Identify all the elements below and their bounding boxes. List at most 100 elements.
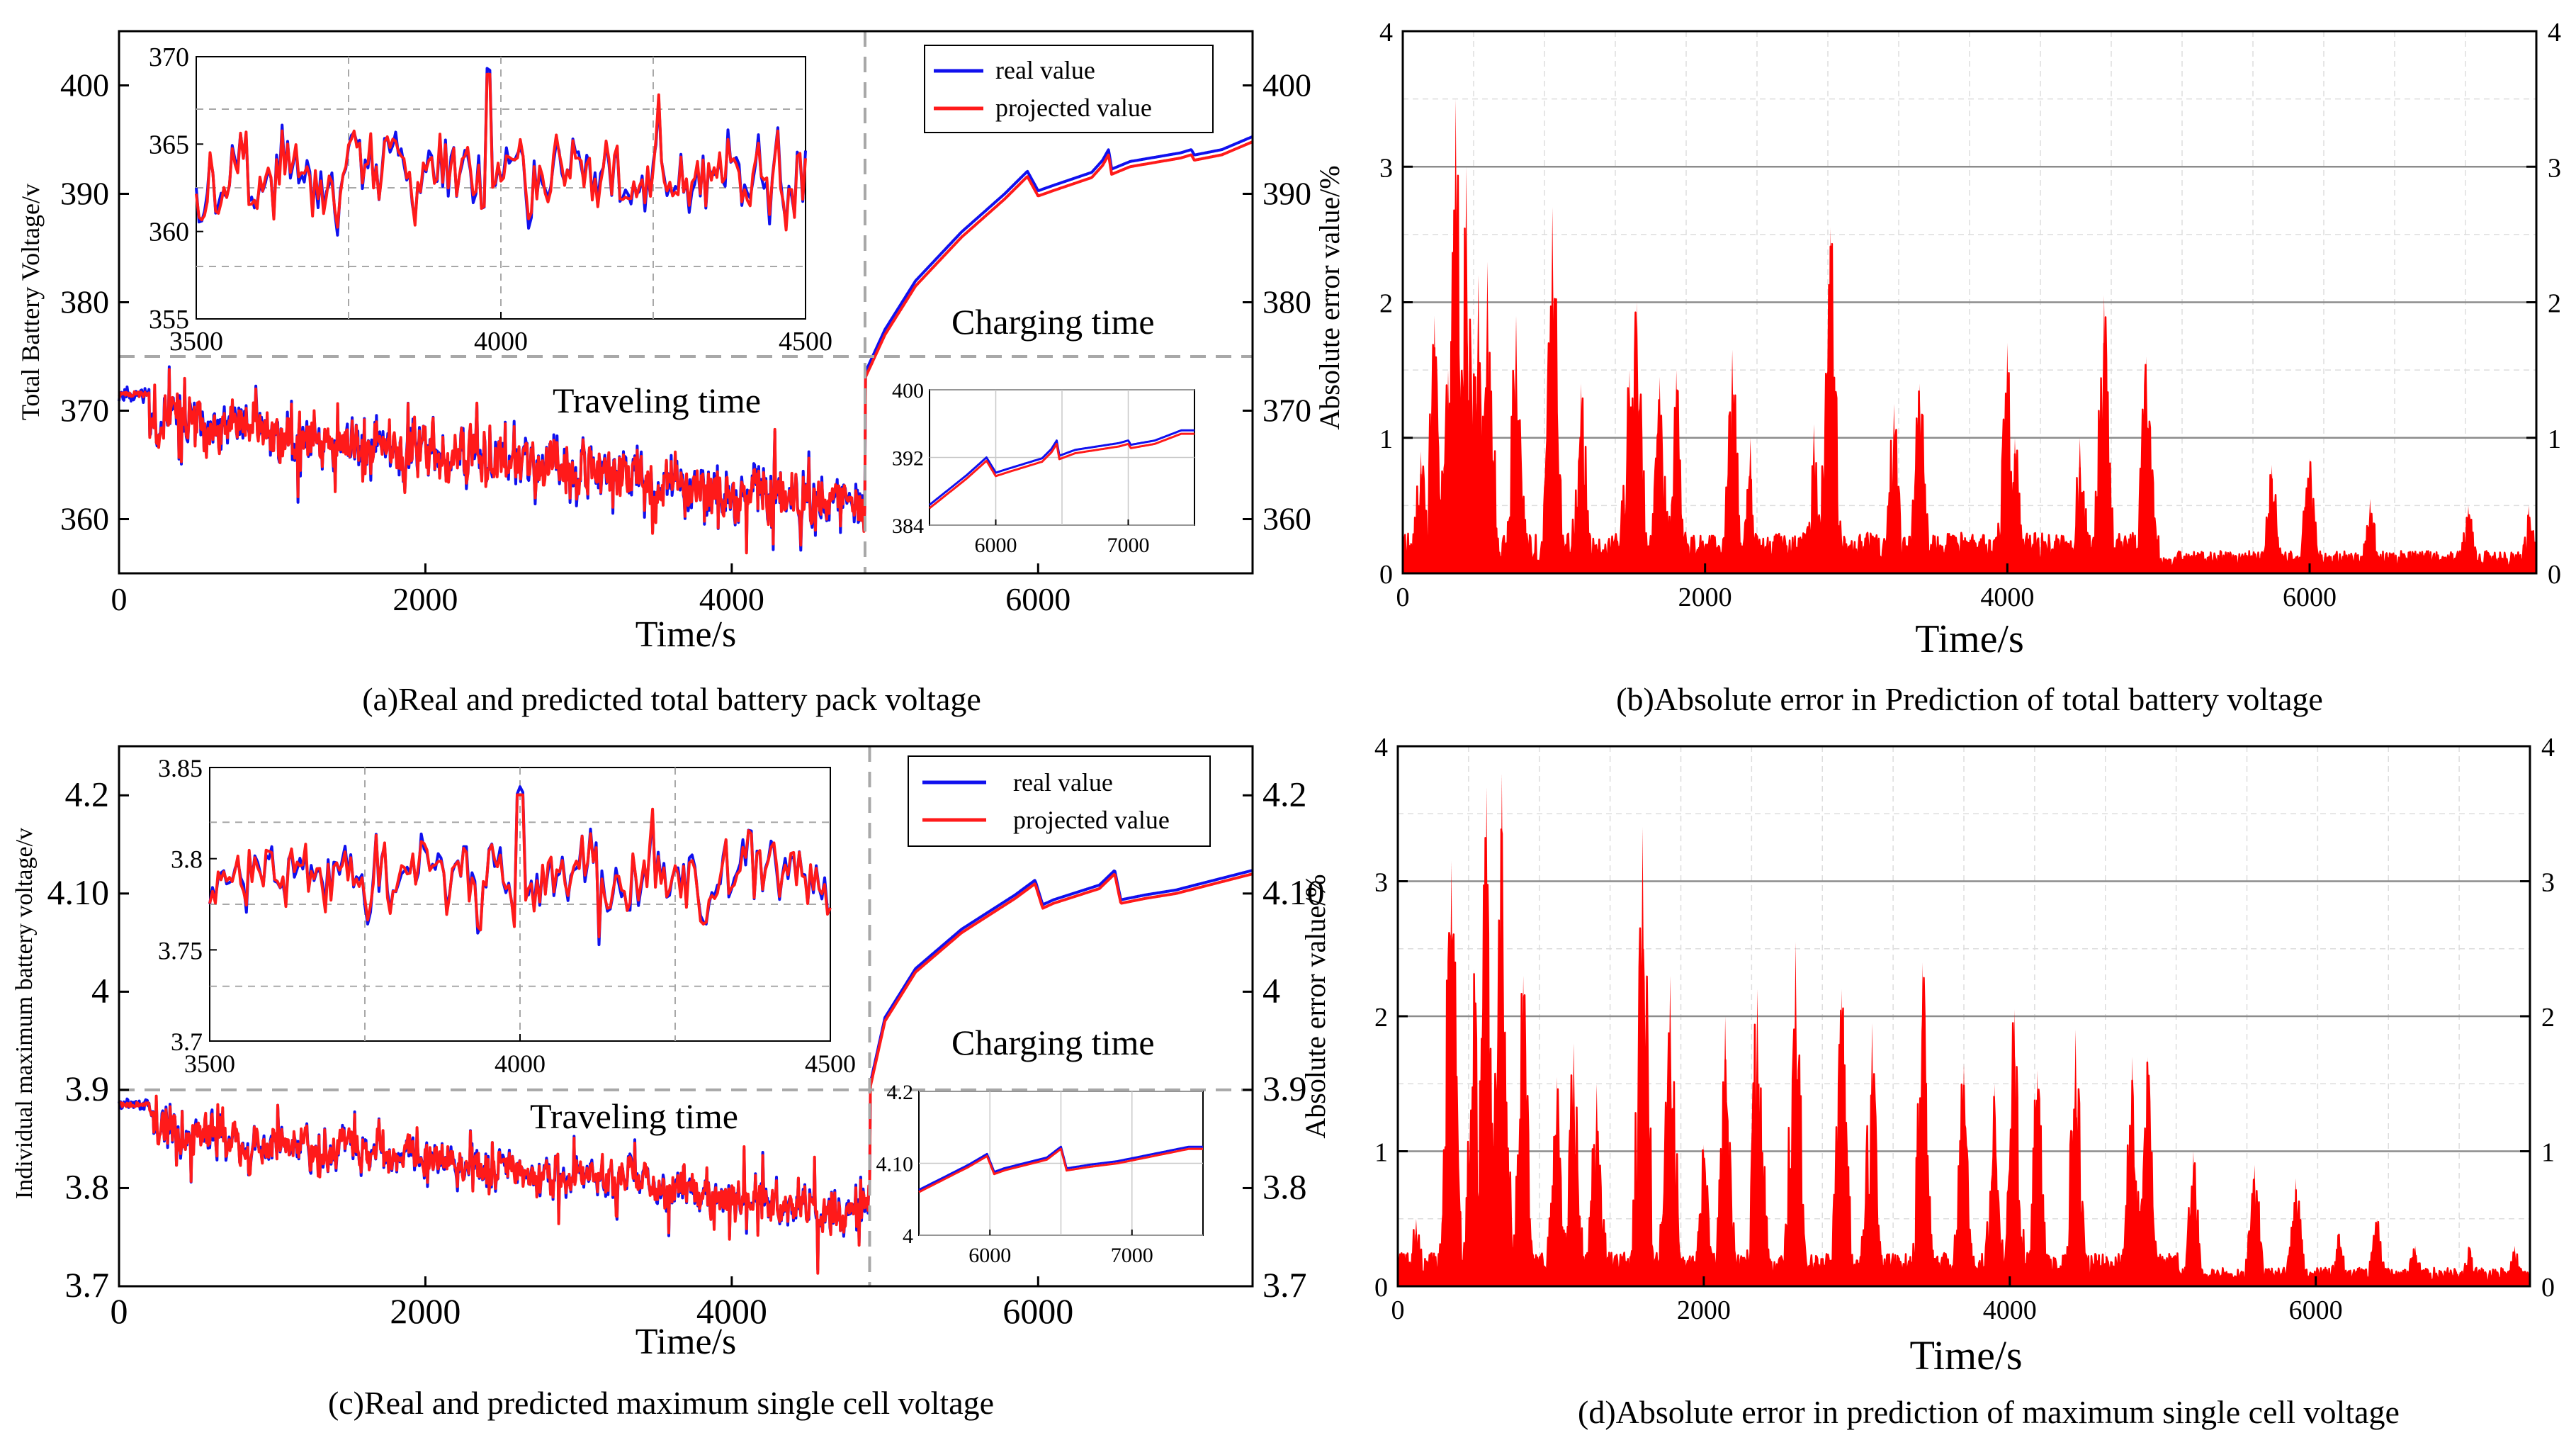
y-tick-label-right: 4	[1262, 970, 1280, 1010]
inset-y-tick-label: 3.85	[158, 754, 203, 782]
error-peak	[2412, 1245, 2419, 1286]
error-peak	[1991, 1084, 1999, 1286]
x-tick-label: 4000	[696, 1291, 767, 1331]
y-tick-label-right: 390	[1262, 176, 1311, 212]
error-peak	[2306, 458, 2313, 573]
x-axis-label: Time/s	[1915, 617, 2024, 661]
inset-x-tick-label: 4500	[779, 327, 832, 356]
charging-time-label: Charging time	[951, 302, 1155, 342]
error-peak	[1447, 860, 1455, 1286]
caption-b: (b)Absolute error in Prediction of total…	[1616, 681, 2323, 717]
error-peak	[1553, 1076, 1561, 1286]
error-peak	[1593, 1084, 1600, 1286]
inset-y-tick-label: 355	[149, 305, 189, 334]
panel-c-max-cell-voltage-chart: 3500 4000 4500 3.7 3.75 3.8 3.85 6000 7000 4 4.10…	[11, 745, 1331, 1421]
y-tick-label: 380	[60, 284, 109, 320]
y-tick-label: 1	[1379, 424, 1393, 454]
y-tick-label: 1	[1374, 1138, 1388, 1168]
y-tick-label-right: 3.7	[1262, 1265, 1307, 1305]
x-tick-label: 4000	[1980, 583, 2034, 612]
inset-real-line	[918, 1145, 1203, 1191]
y-tick-label-right: 3	[2541, 868, 2555, 898]
grid	[1403, 31, 2536, 573]
inset-x-tick-label: 6000	[968, 1244, 1011, 1267]
x-tick-label: 6000	[2283, 583, 2337, 612]
y-tick-label: 4.2	[65, 774, 110, 814]
y-tick-label-right: 2	[2541, 1003, 2555, 1033]
y-tick-label-right: 400	[1262, 67, 1311, 103]
error-peak	[2373, 1218, 2381, 1286]
y-tick-label: 3.9	[65, 1069, 110, 1108]
caption-a: (a)Real and predicted total battery pack…	[362, 681, 981, 717]
error-peak	[1753, 989, 1761, 1286]
inset-y-tick-label: 392	[892, 447, 924, 471]
error-peak	[2128, 1057, 2136, 1286]
y-tick-label-right: 4	[2548, 18, 2561, 47]
caption-c: (c)Real and predicted maximum single cel…	[328, 1385, 994, 1421]
y-tick-label-right: 370	[1262, 393, 1311, 429]
inset-projected-line	[918, 1147, 1203, 1193]
inset-y-tick-label: 360	[149, 218, 189, 247]
x-tick-label: 2000	[392, 581, 458, 617]
legend-real-label: real value	[995, 56, 1095, 84]
x-tick-label: 0	[111, 581, 128, 617]
error-peak	[2142, 356, 2150, 573]
error-peak	[1483, 787, 1491, 1286]
inset-x-tick-label: 4500	[805, 1050, 856, 1078]
error-area	[1401, 99, 2538, 575]
y-tick-label: 2	[1374, 1003, 1388, 1033]
error-peak	[2011, 1009, 2018, 1286]
inset-y-tick-label: 4	[903, 1225, 913, 1248]
inset-y-tick-label: 4.10	[876, 1153, 914, 1176]
error-peak	[2525, 505, 2533, 573]
error-peak	[1412, 1218, 1420, 1286]
error-peak	[1470, 969, 1478, 1286]
y-tick-label: 4.10	[47, 872, 110, 912]
x-tick-label: 6000	[2289, 1295, 2343, 1325]
error-peak	[1639, 827, 1646, 1286]
error-peak	[1960, 1063, 1967, 1286]
error-peak	[1498, 773, 1506, 1286]
legend-pred-label: projected value	[1013, 806, 1170, 834]
error-peak	[1462, 167, 1470, 573]
inset-projected-line	[208, 793, 832, 938]
inset-2-series: 6000 7000 384 392 400	[892, 379, 1194, 557]
error-peak	[2189, 1151, 2197, 1286]
error-peak	[2033, 1070, 2041, 1286]
inset-x-tick-label: 3500	[169, 327, 223, 356]
y-tick-label-right: 3.9	[1262, 1069, 1307, 1108]
x-tick-label: 4000	[699, 581, 764, 617]
y-tick-label-right: 4.10	[1262, 872, 1325, 912]
y-tick-label: 3	[1379, 153, 1393, 183]
error-peak	[1577, 383, 1585, 573]
y-tick-label: 370	[60, 393, 109, 429]
error-peak	[1810, 424, 1818, 573]
error-peak	[1626, 370, 1633, 573]
y-axis-label: Individual maximum battery voltage/v	[11, 828, 38, 1199]
error-peak	[2366, 498, 2374, 573]
error-peak	[1868, 1023, 1876, 1286]
error-peak	[1445, 370, 1452, 573]
x-tick-label: 0	[111, 1291, 128, 1331]
y-tick-label: 400	[60, 67, 109, 103]
inset-x-tick-label: 7000	[1107, 534, 1150, 557]
legend: real value projected value	[924, 45, 1214, 133]
error-peak	[2011, 437, 2018, 573]
y-tick-label: 3.7	[65, 1265, 110, 1305]
error-peak	[1838, 989, 1846, 1286]
error-peak	[2076, 437, 2084, 573]
y-tick-label: 4	[91, 970, 109, 1010]
y-axis-label: Absolute error value/%	[1314, 165, 1345, 429]
y-tick-label-right: 360	[1262, 501, 1311, 537]
axes: 0 2000 4000 6000 3.7 3.7 3.8 3.8 3.9 3.9 4 4 4.10 4.1…	[47, 774, 1325, 1331]
y-tick-label: 2	[1379, 289, 1393, 319]
inset-y-tick-label: 3.7	[171, 1028, 203, 1056]
inset-y-tick-label: 365	[149, 130, 189, 159]
x-tick-label: 6000	[1005, 581, 1070, 617]
x-tick-label: 0	[1391, 1295, 1405, 1325]
error-peak	[1570, 1043, 1578, 1286]
error-peak	[1916, 383, 1923, 573]
